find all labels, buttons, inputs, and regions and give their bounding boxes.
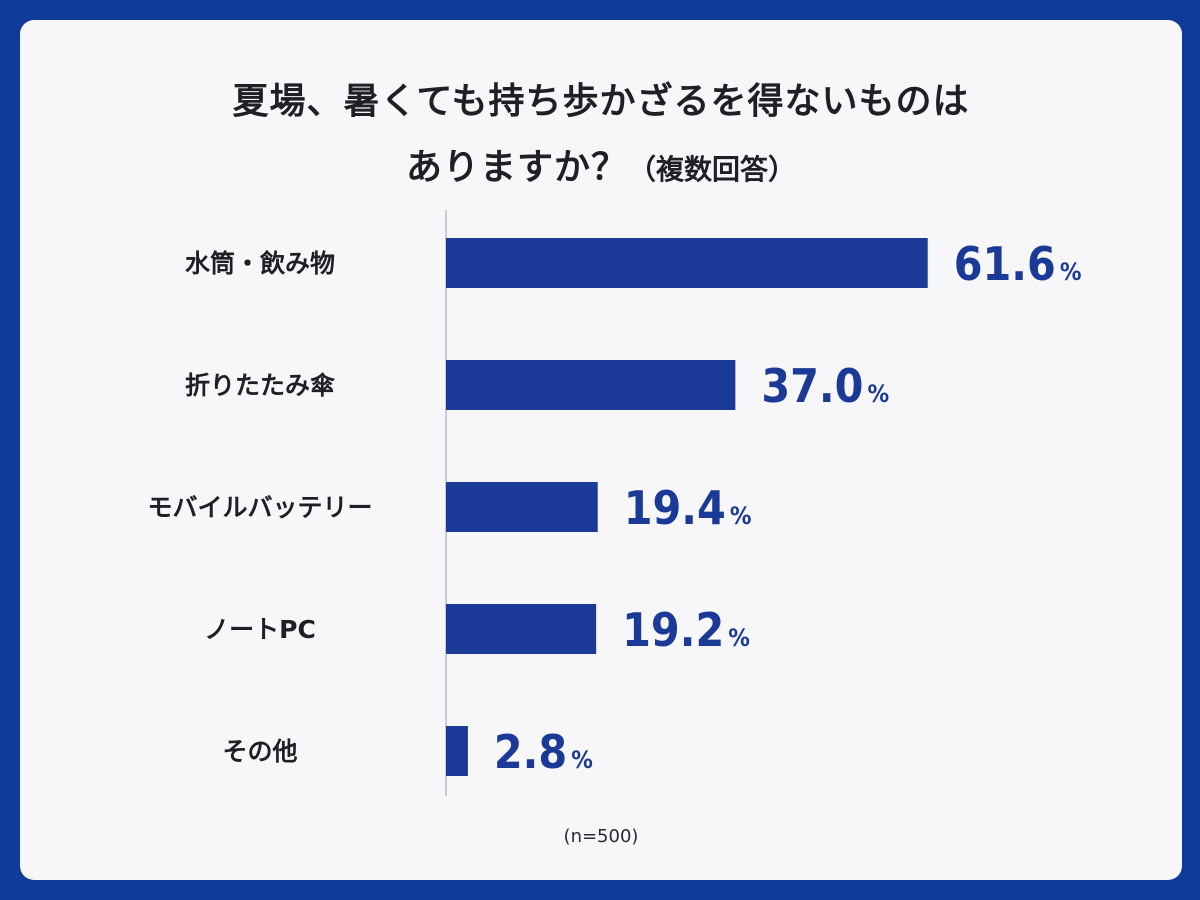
chart-title-line2-main: ありますか？ xyxy=(405,147,628,188)
value-unit: % xyxy=(730,502,752,530)
value-label: 37.0% xyxy=(761,359,889,413)
bar xyxy=(446,726,468,776)
value-unit: % xyxy=(867,380,889,408)
value-unit: % xyxy=(728,624,750,652)
value-number: 19.4 xyxy=(624,481,726,535)
value-unit: % xyxy=(571,746,593,774)
category-label: 折りたたみ傘 xyxy=(185,371,336,400)
value-number: 2.8 xyxy=(494,725,567,779)
chart-title-line1: 夏場、暑くても持ち歩かざるを得ないものは xyxy=(232,81,970,122)
value-number: 61.6 xyxy=(954,237,1056,291)
chart-title-line2: ありますか？（複数回答） xyxy=(20,138,1182,190)
chart-card: 夏場、暑くても持ち歩かざるを得ないものは ありますか？（複数回答） 水筒・飲み物… xyxy=(20,20,1182,880)
value-label: 19.4% xyxy=(624,481,752,535)
value-unit: % xyxy=(1060,258,1082,286)
category-label: その他 xyxy=(222,737,297,766)
sample-size-note: (n=500) xyxy=(563,826,639,847)
category-label: 水筒・飲み物 xyxy=(185,249,335,278)
value-label: 19.2% xyxy=(622,603,750,657)
value-number: 19.2 xyxy=(622,603,724,657)
bar-chart: 水筒・飲み物 61.6 % 折りたたみ傘 37.0 % モバイルバッテリー 19.4 % ノートP… xyxy=(147,210,1082,796)
category-label: モバイルバッテリー xyxy=(147,493,372,522)
bar xyxy=(446,604,597,654)
chart-title-note: （複数回答） xyxy=(628,153,797,186)
value-label: 61.6% xyxy=(954,237,1082,291)
bar xyxy=(446,360,736,410)
value-label: 2.8% xyxy=(494,725,593,779)
value-number: 37.0 xyxy=(761,359,863,413)
bar xyxy=(446,238,928,288)
bar xyxy=(446,482,598,532)
category-label: ノートPC xyxy=(204,615,316,644)
